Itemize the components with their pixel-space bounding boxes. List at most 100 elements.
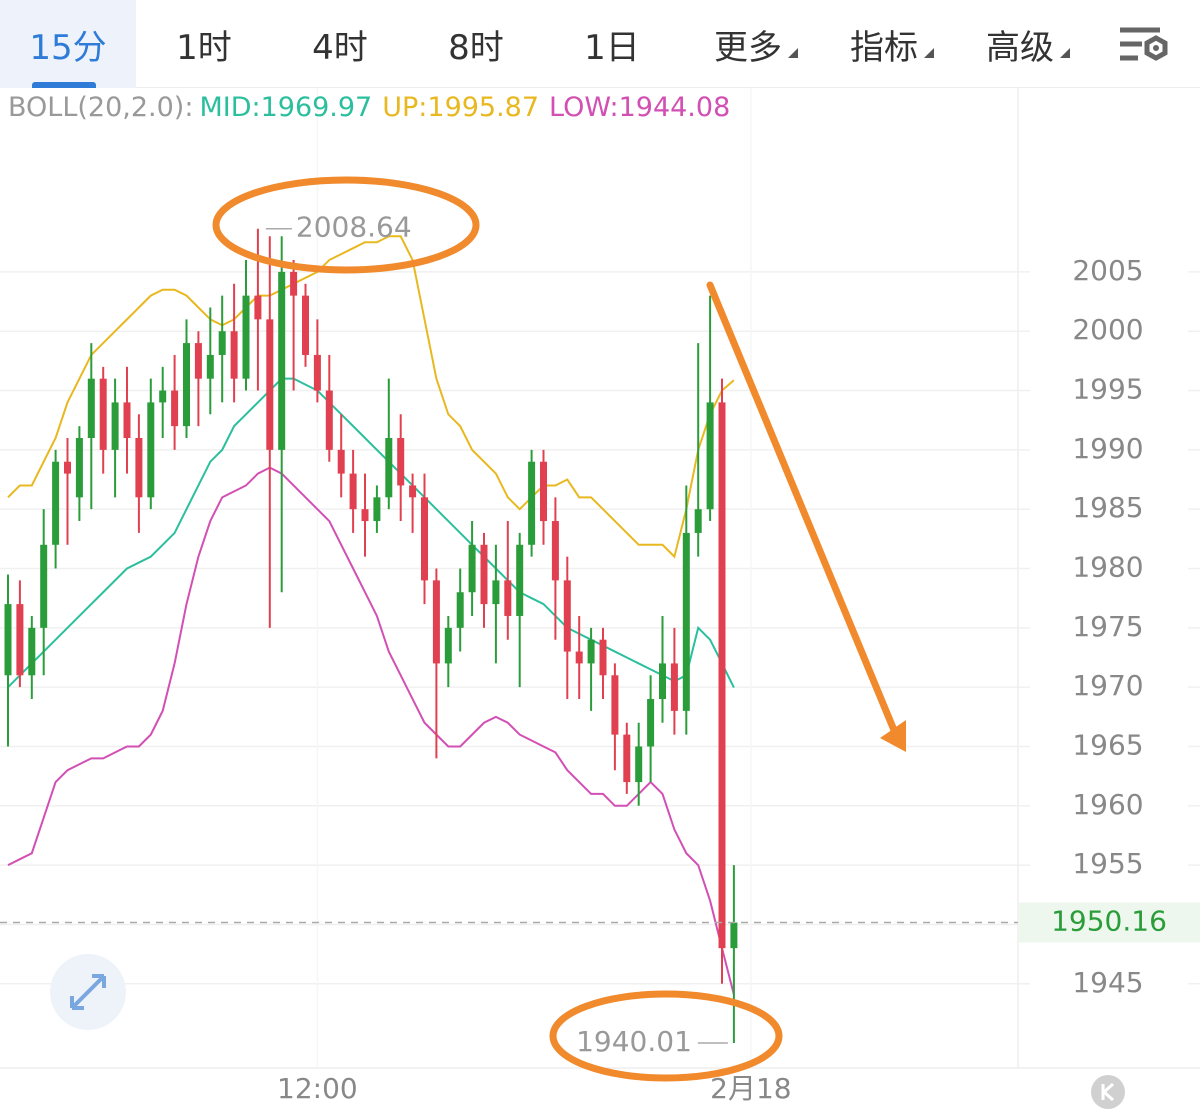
candle-body: [159, 390, 167, 403]
candle-body: [337, 449, 345, 474]
candle-body: [183, 343, 190, 427]
candle-body: [242, 295, 250, 379]
candle-body: [194, 343, 202, 379]
icon-dot: [1153, 44, 1159, 51]
min-label: 1940.01: [576, 1025, 692, 1058]
candle-body: [492, 580, 500, 605]
candle-body: [171, 390, 179, 427]
candle-body: [635, 746, 643, 783]
band-line: [7, 466, 735, 995]
candle-body: [111, 402, 119, 450]
legend-entry: LOW:1944.08: [549, 92, 730, 123]
hand-drawn-marks: [212, 176, 906, 1082]
highlight-ellipse: [549, 990, 783, 1082]
candle-body: [349, 473, 357, 510]
band-line: [7, 235, 735, 559]
y-tick-label: 1965: [1072, 728, 1143, 761]
candle-body: [254, 295, 262, 320]
icon-hex: [1144, 34, 1168, 61]
candle-body: [480, 544, 488, 605]
tab[interactable]: 8时: [448, 27, 504, 68]
candle-body: [468, 544, 476, 593]
band-line: [7, 377, 735, 688]
candle-body: [52, 461, 60, 545]
y-tick-label: 1995: [1072, 373, 1143, 406]
candle-body: [623, 734, 631, 783]
highlight-ellipse: [212, 176, 480, 274]
bollinger: [7, 235, 735, 995]
legend-entry: UP:1995.87: [382, 92, 539, 123]
candle-body: [563, 580, 571, 652]
candle-body: [290, 271, 298, 296]
candle-body: [278, 271, 286, 450]
tab[interactable]: 指标: [816, 0, 952, 88]
candle-body: [670, 663, 678, 711]
expand-button[interactable]: [50, 954, 126, 1030]
y-tick-label: 1980: [1072, 551, 1143, 584]
max-label: 2008.64: [296, 211, 412, 244]
candle-body: [409, 485, 417, 498]
candle-body: [730, 922, 738, 949]
settings-button[interactable]: [1088, 0, 1200, 87]
last-price-label: 1950.16: [1051, 905, 1167, 938]
candle-body: [230, 331, 238, 379]
candle-body: [87, 378, 95, 438]
candle-body: [64, 461, 71, 474]
y-tick-label: 1985: [1072, 491, 1143, 524]
candle-body: [40, 544, 48, 628]
indicator-label: BOLL(20,2.0):: [8, 92, 193, 123]
tab[interactable]: 高级: [952, 0, 1088, 88]
candle-body: [456, 592, 464, 628]
candle-body: [123, 402, 131, 438]
tab[interactable]: 4时: [312, 27, 368, 68]
candle-body: [325, 390, 333, 450]
settings-icon: [1120, 27, 1168, 61]
candle-body: [706, 402, 714, 510]
tab[interactable]: 1日: [584, 27, 640, 68]
icon-lines: [1120, 27, 1160, 60]
candle-body: [528, 461, 536, 545]
candle-body: [444, 627, 452, 664]
candle-body: [647, 699, 655, 747]
candle-body: [516, 544, 524, 616]
candle-body: [266, 319, 274, 450]
candle-body: [540, 461, 547, 522]
candle-body: [361, 509, 369, 522]
candle-body: [135, 438, 143, 498]
y-tick-label: 1990: [1072, 432, 1143, 465]
candle-body: [385, 438, 393, 498]
candle-body: [421, 497, 428, 581]
y-tick-label: 1970: [1072, 669, 1143, 702]
candle-body: [218, 331, 226, 355]
tab[interactable]: 1时: [176, 27, 232, 68]
candle-body: [147, 402, 155, 498]
candle-body: [611, 675, 619, 735]
arrow-shaft: [706, 281, 900, 739]
x-tick-label: 12:00: [277, 1072, 358, 1105]
candles: [4, 228, 738, 1043]
tab[interactable]: 更多: [680, 0, 816, 88]
candle-body: [504, 580, 512, 616]
candle-body: [16, 604, 24, 676]
candle-body: [587, 639, 595, 664]
legend-entry: MID:1969.97: [199, 92, 372, 123]
k-bg: [1091, 1075, 1125, 1109]
candle-body: [551, 521, 559, 581]
y-tick-label: 2000: [1072, 313, 1143, 346]
last-price-bg: [1018, 902, 1200, 943]
x-tick-label: 2月18: [710, 1072, 791, 1105]
candle-body: [99, 378, 107, 450]
timeframe-tabs: 15分 1时 4时 8时 1日 更多 指标 高级: [0, 0, 1200, 88]
candle-body: [599, 639, 607, 676]
candle-body: [682, 532, 690, 711]
y-tick-label: 1975: [1072, 610, 1143, 643]
arrow-head: [880, 720, 906, 752]
tab[interactable]: 15分: [0, 0, 136, 88]
candle-body: [575, 651, 583, 664]
candle-body: [28, 627, 36, 676]
candle-body: [718, 402, 726, 949]
legend-text: BOLL(20,2.0): MID:1969.97 UP:1995.87 LOW:19…: [8, 92, 730, 123]
k-button[interactable]: [1091, 1075, 1125, 1109]
